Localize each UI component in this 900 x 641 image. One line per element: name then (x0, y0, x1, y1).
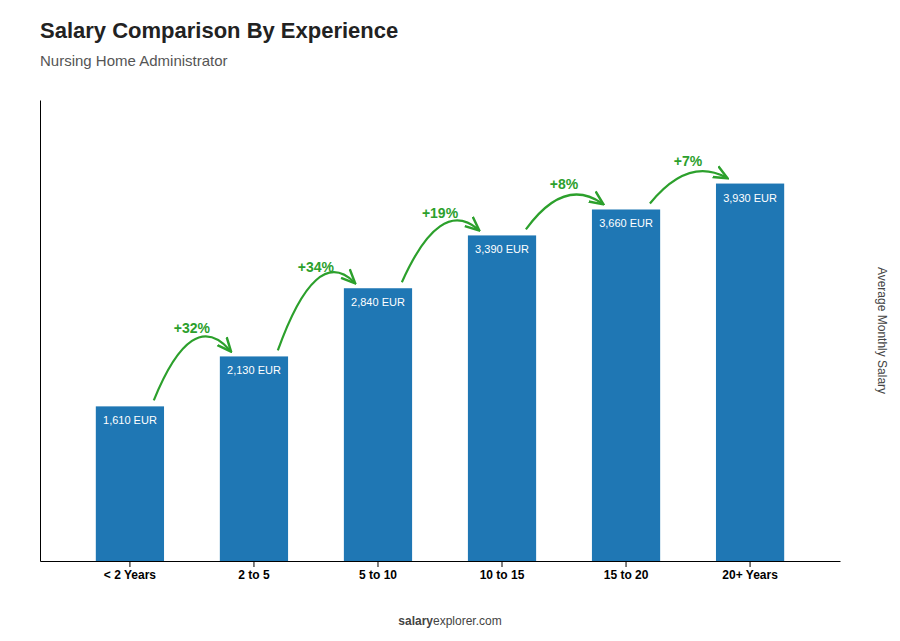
change-arrow (526, 195, 602, 230)
x-axis-line (41, 561, 841, 562)
x-tick: 2 to 5 (238, 561, 270, 582)
change-label: +7% (674, 153, 703, 169)
x-tick-mark (129, 561, 130, 567)
change-arrow (650, 171, 726, 203)
plot: < 2 Years 2 to 5 5 to 10 10 to 15 15 to 20 20… (41, 101, 841, 582)
bar (468, 235, 536, 561)
data-label: 1,610 EUR (103, 414, 157, 426)
x-tick-label: 10 to 15 (480, 568, 525, 582)
labels: +32% +34% +19% +8% +7% 1,610 EUR 2,130 EUR 2,84… (103, 153, 777, 427)
change-arrow (278, 272, 354, 350)
y-axis-title: Average Monthly Salary (875, 267, 889, 394)
title: Salary Comparison By Experience (40, 18, 398, 43)
subtitle: Nursing Home Administrator (40, 52, 228, 69)
y-axis (40, 101, 41, 562)
change-label: +34% (298, 259, 335, 275)
footer-part: explorer.com (433, 614, 502, 628)
data-label: 3,930 EUR (723, 192, 777, 204)
change-label: +19% (422, 205, 459, 221)
x-tick-label: 15 to 20 (604, 568, 649, 582)
y-axis-line (40, 101, 41, 562)
x-tick-label: 5 to 10 (359, 568, 397, 582)
bar (344, 288, 412, 561)
x-tick: 15 to 20 (604, 561, 649, 582)
arrows (154, 171, 726, 400)
data-label: 2,130 EUR (227, 364, 281, 376)
bar (592, 209, 660, 561)
bars (96, 184, 784, 561)
bar (220, 356, 288, 561)
data-label: 3,390 EUR (475, 243, 529, 255)
bar (716, 184, 784, 561)
x-tick-mark (377, 561, 378, 567)
change-label: +8% (550, 176, 579, 192)
x-tick: 10 to 15 (480, 561, 525, 582)
x-tick-label: 20+ Years (722, 568, 778, 582)
x-tick: 5 to 10 (359, 561, 397, 582)
x-tick: < 2 Years (104, 561, 156, 582)
x-tick-mark (750, 561, 751, 567)
change-arrow (154, 336, 230, 400)
footer-part: salary (398, 614, 433, 628)
x-tick-mark (253, 561, 254, 567)
x-tick-label: 2 to 5 (238, 568, 270, 582)
x-tick-label: < 2 Years (104, 568, 156, 582)
footer: salaryexplorer.com (398, 614, 501, 628)
x-axis: < 2 Years 2 to 5 5 to 10 10 to 15 15 to 20 20… (41, 561, 841, 582)
data-label: 2,840 EUR (351, 296, 405, 308)
chart-svg: < 2 Years 2 to 5 5 to 10 10 to 15 15 to 20 20… (0, 0, 900, 641)
change-arrow (402, 220, 478, 282)
x-tick-mark (502, 561, 503, 567)
x-tick: 20+ Years (722, 561, 778, 582)
x-tick-mark (626, 561, 627, 567)
data-label: 3,660 EUR (599, 217, 653, 229)
bar (96, 406, 164, 561)
change-label: +32% (174, 320, 211, 336)
